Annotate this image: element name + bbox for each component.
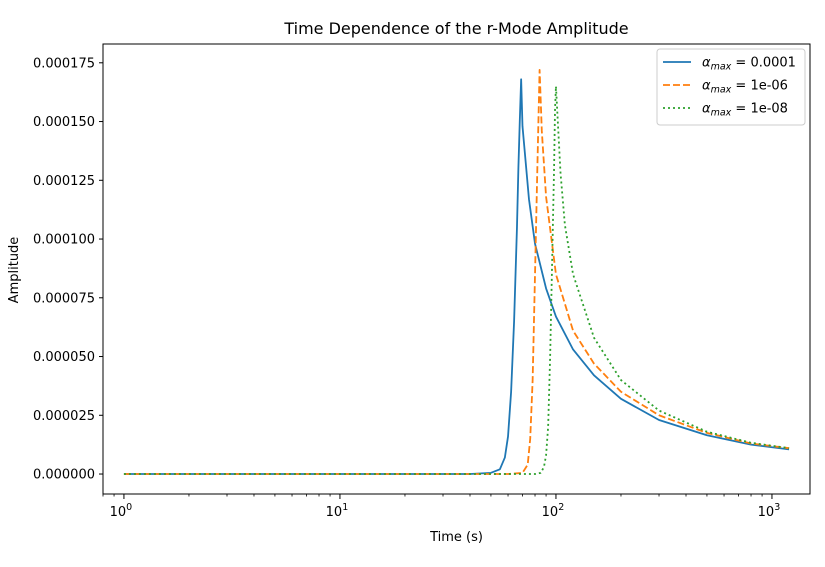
x-tick-label: 102 <box>542 502 565 520</box>
legend-label-3: αmax = 1e-08 <box>702 102 788 119</box>
y-tick-label: 0.000050 <box>33 350 95 365</box>
y-tick-label: 0.000125 <box>33 174 95 189</box>
legend-label-2: αmax = 1e-06 <box>702 79 788 96</box>
y-tick-label: 0.000075 <box>33 291 95 306</box>
series-lines <box>123 68 790 475</box>
y-tick-label: 0.000175 <box>33 56 95 71</box>
x-tick-label: 101 <box>326 502 349 520</box>
y-tick-label: 0.000000 <box>33 468 95 483</box>
series-line-1 <box>123 78 790 475</box>
y-axis-label: Amplitude <box>7 237 22 304</box>
axes: 0.000000 0.000025 0.000050 0.000075 0.000100… <box>33 43 811 520</box>
x-tick-label: 100 <box>110 502 133 520</box>
x-tick-label: 103 <box>758 502 781 520</box>
plot-area <box>123 68 790 475</box>
series-line-2 <box>123 68 790 475</box>
y-tick-label: 0.000025 <box>33 409 95 424</box>
x-axis-label: Time (s) <box>429 530 483 545</box>
chart-title: Time Dependence of the r-Mode Amplitude <box>283 19 628 38</box>
legend-label-1: αmax = 0.0001 <box>702 56 796 73</box>
legend: αmax = 0.0001 αmax = 1e-06 αmax = 1e-08 <box>656 48 806 126</box>
legend-box <box>656 48 806 126</box>
y-tick-label: 0.000150 <box>33 115 95 130</box>
axes-frame <box>102 43 811 495</box>
series-line-3 <box>123 85 790 475</box>
y-tick-label: 0.000100 <box>33 233 95 248</box>
